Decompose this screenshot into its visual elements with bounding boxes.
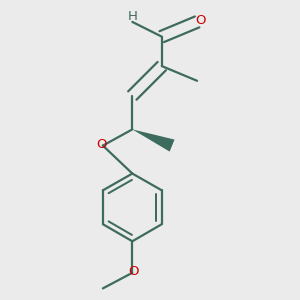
Polygon shape bbox=[132, 129, 175, 152]
Text: O: O bbox=[129, 265, 139, 278]
Text: O: O bbox=[195, 14, 205, 27]
Text: H: H bbox=[128, 10, 137, 23]
Text: O: O bbox=[96, 138, 107, 151]
